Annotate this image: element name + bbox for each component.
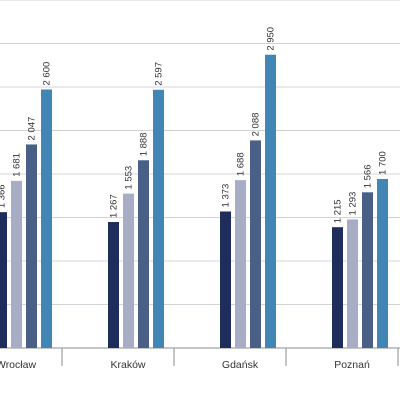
data-label: 1 566 (363, 165, 374, 189)
bar (265, 54, 276, 348)
data-label: 2 047 (27, 117, 38, 141)
category-label: Poznań (334, 359, 370, 371)
data-label: 1 267 (109, 194, 120, 218)
data-label: 1 700 (378, 151, 389, 175)
bar (235, 180, 246, 348)
bar (153, 89, 164, 348)
data-label: 1 888 (139, 132, 150, 156)
bar (220, 211, 231, 348)
data-label: 1 215 (333, 199, 344, 223)
data-label: 2 600 (42, 62, 53, 86)
data-label: 1 373 (221, 184, 232, 208)
bar (362, 192, 373, 348)
data-label: 2 950 (266, 27, 277, 51)
bar (108, 222, 119, 348)
category-label: Wrocław (0, 359, 36, 371)
data-label: 1 553 (124, 166, 135, 190)
category-label: Kraków (110, 359, 145, 371)
category-label: Gdańsk (222, 359, 259, 371)
data-label: 2 088 (251, 113, 262, 137)
bar (377, 178, 388, 348)
bar (332, 227, 343, 348)
data-label: 1 681 (12, 153, 23, 177)
bar (11, 180, 22, 348)
bar (41, 89, 52, 348)
data-label: 1 366 (0, 184, 8, 208)
bar (347, 219, 358, 348)
bar (250, 140, 261, 348)
data-label: 2 597 (154, 62, 165, 86)
bar (138, 160, 149, 348)
data-label: 1 688 (236, 152, 247, 176)
bar (0, 212, 7, 348)
data-label: 1 293 (348, 192, 359, 216)
bar (123, 193, 134, 348)
bar (26, 144, 37, 348)
